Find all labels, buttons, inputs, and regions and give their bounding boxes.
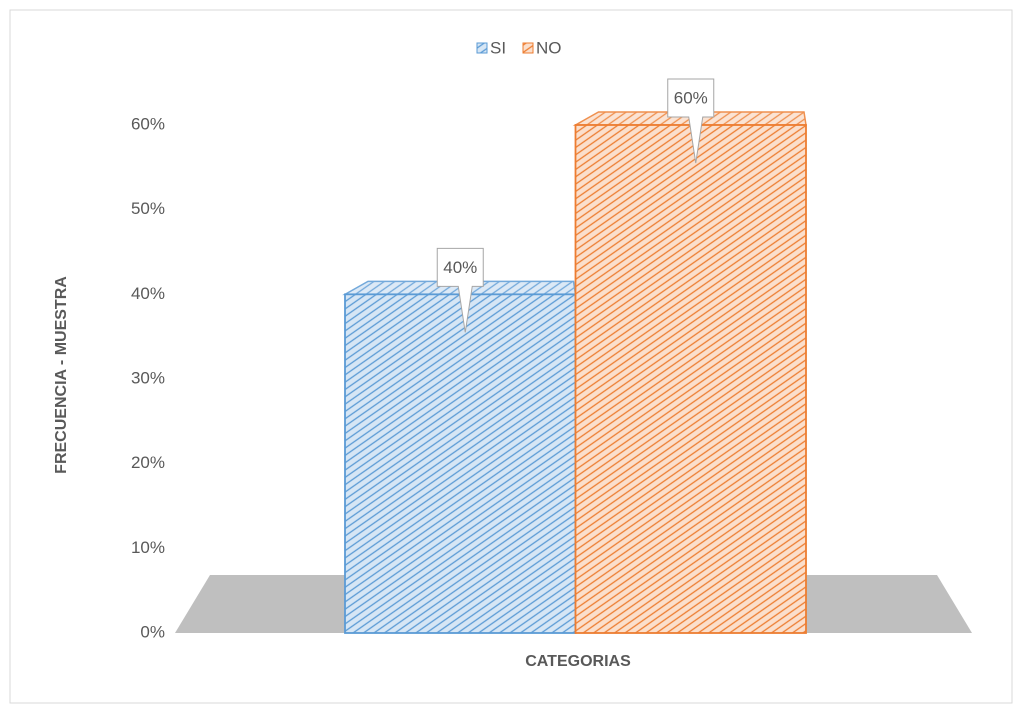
x-axis-title: CATEGORIAS (525, 653, 631, 670)
y-tick-label: 50% (131, 199, 165, 218)
legend-label: SI (490, 38, 506, 57)
legend-swatch (522, 42, 534, 54)
bar (574, 124, 807, 634)
y-tick-label: 40% (131, 284, 165, 303)
y-tick-label: 30% (131, 368, 165, 387)
y-tick-label: 60% (131, 114, 165, 133)
bar (344, 293, 577, 634)
data-label-callout (436, 247, 484, 333)
data-label: 40% (443, 258, 477, 277)
y-tick-label: 10% (131, 538, 165, 557)
data-label: 60% (674, 88, 708, 107)
data-label-callout (667, 78, 715, 164)
legend-label: NO (536, 38, 562, 57)
legend-swatch (476, 42, 488, 54)
y-tick-label: 20% (131, 453, 165, 472)
y-tick-label: 0% (140, 622, 165, 641)
y-axis-title: FRECUENCIA - MUESTRA (53, 276, 70, 474)
